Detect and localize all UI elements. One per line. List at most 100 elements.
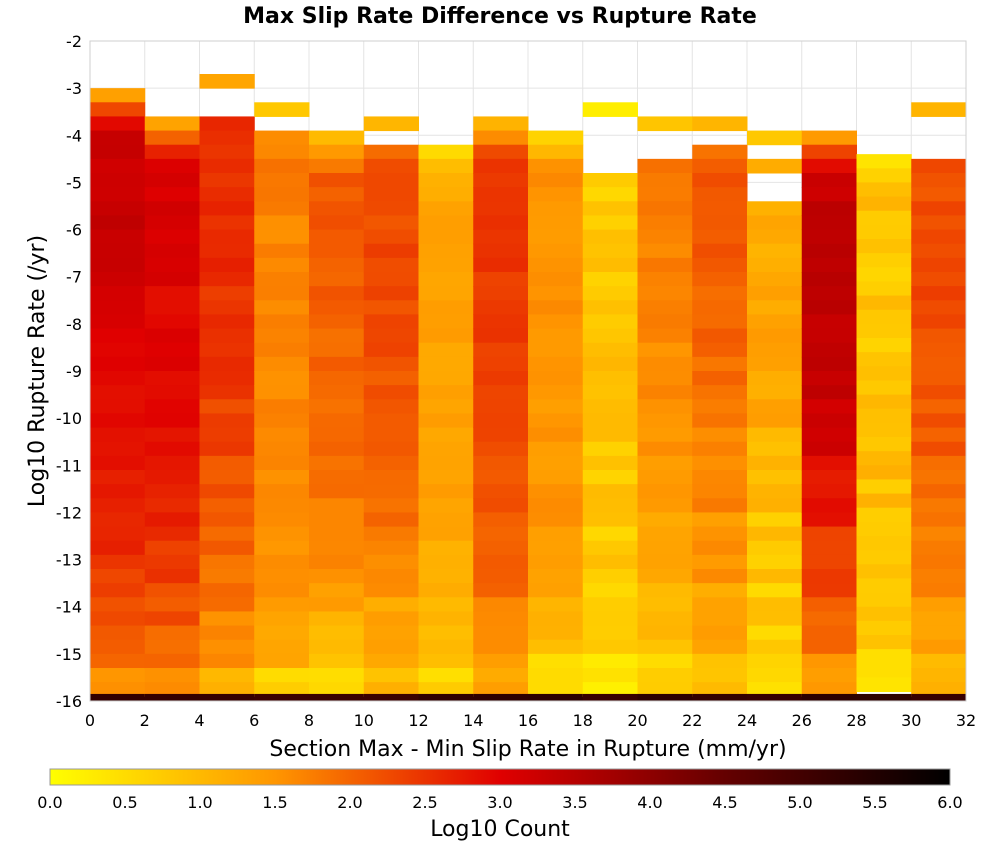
colorbar-tick-label: 0.5 xyxy=(112,793,137,812)
heatmap-cell xyxy=(363,597,419,612)
heatmap-cell xyxy=(254,470,310,485)
heatmap-cell xyxy=(747,158,803,174)
heatmap-cell xyxy=(90,356,146,372)
y-tick-label: -9 xyxy=(66,362,82,381)
heatmap-cell xyxy=(418,526,474,542)
heatmap-cell xyxy=(473,682,529,697)
heatmap-cell xyxy=(199,399,255,414)
heatmap-cell xyxy=(528,272,584,287)
heatmap-cell xyxy=(473,257,529,273)
heatmap-cell xyxy=(90,144,146,160)
y-tick-label: -16 xyxy=(56,692,82,711)
heatmap-cell xyxy=(582,371,638,386)
heatmap-cell xyxy=(582,286,638,301)
heatmap-cell xyxy=(801,286,857,301)
heatmap-cell xyxy=(418,668,474,683)
x-tick-label: 26 xyxy=(792,711,812,730)
heatmap-cell xyxy=(199,229,255,245)
heatmap-cell xyxy=(528,314,584,330)
heatmap-cell xyxy=(911,201,967,216)
heatmap-cell xyxy=(254,526,310,542)
heatmap-cell xyxy=(637,300,693,315)
heatmap-cell xyxy=(254,569,310,584)
heatmap-cell xyxy=(254,668,310,683)
heatmap-cell xyxy=(637,272,693,287)
heatmap-cell xyxy=(528,342,584,358)
heatmap-cell xyxy=(692,427,748,443)
heatmap-cell xyxy=(418,583,474,598)
heatmap-cell xyxy=(637,427,693,443)
heatmap-cell xyxy=(309,611,365,627)
heatmap-cell xyxy=(418,399,474,414)
heatmap-cell xyxy=(801,484,857,499)
heatmap-cell xyxy=(747,300,803,315)
heatmap-cell xyxy=(254,597,310,612)
heatmap-cell xyxy=(692,583,748,598)
heatmap-cell xyxy=(528,371,584,386)
heatmap-cell xyxy=(254,272,310,287)
heatmap-cell xyxy=(582,399,638,414)
heatmap-cell xyxy=(418,342,474,358)
heatmap-cell xyxy=(418,229,474,245)
heatmap-cell xyxy=(473,653,529,669)
heatmap-cell xyxy=(856,521,912,537)
heatmap-cell xyxy=(309,554,365,570)
heatmap-cell xyxy=(144,229,200,245)
heatmap-cell xyxy=(363,668,419,683)
heatmap-cell xyxy=(473,470,529,485)
heatmap-cell xyxy=(418,385,474,400)
heatmap-cell xyxy=(911,427,967,443)
heatmap-cell xyxy=(199,512,255,528)
heatmap-cell xyxy=(363,611,419,627)
heatmap-cell xyxy=(90,187,146,202)
heatmap-cell xyxy=(144,399,200,414)
x-tick-label: 4 xyxy=(194,711,204,730)
heatmap-cell xyxy=(801,385,857,400)
heatmap-cell xyxy=(911,639,967,655)
heatmap-cell xyxy=(801,569,857,584)
heatmap-cell xyxy=(144,272,200,287)
heatmap-cell xyxy=(747,399,803,414)
heatmap-cell xyxy=(363,371,419,386)
heatmap-cell xyxy=(199,356,255,372)
heatmap-cell xyxy=(801,130,857,146)
heatmap-cell xyxy=(692,569,748,584)
heatmap-cell xyxy=(692,243,748,259)
heatmap-cell xyxy=(692,512,748,528)
colorbar-tick-label: 0.0 xyxy=(37,793,62,812)
heatmap-cell xyxy=(747,130,803,146)
heatmap-cell xyxy=(582,540,638,556)
heatmap-cell xyxy=(309,583,365,598)
heatmap-cell xyxy=(90,116,146,132)
heatmap-cell xyxy=(911,385,967,400)
heatmap-cell xyxy=(144,413,200,429)
heatmap-cell xyxy=(90,668,146,683)
heatmap-cell xyxy=(144,484,200,499)
heatmap-cell xyxy=(856,465,912,480)
colorbar-tick-label: 4.0 xyxy=(637,793,662,812)
heatmap-cell xyxy=(582,668,638,683)
heatmap-cell xyxy=(801,597,857,612)
heatmap-cell xyxy=(911,611,967,627)
heatmap-cell xyxy=(144,130,200,146)
heatmap-cell xyxy=(144,300,200,315)
heatmap-cell xyxy=(418,427,474,443)
x-tick-label: 12 xyxy=(408,711,428,730)
heatmap-cell xyxy=(582,314,638,330)
heatmap-cell xyxy=(363,498,419,513)
heatmap-cell-bottom xyxy=(582,693,638,701)
heatmap-cell xyxy=(528,611,584,627)
heatmap-cell xyxy=(637,583,693,598)
heatmap-cell xyxy=(911,243,967,259)
heatmap-cell-bottom xyxy=(254,693,310,701)
heatmap-cell xyxy=(90,173,146,188)
colorbar-tick-label: 3.0 xyxy=(487,793,512,812)
heatmap-cell xyxy=(747,639,803,655)
heatmap-cell xyxy=(90,88,146,103)
x-tick-label: 0 xyxy=(85,711,95,730)
heatmap-cell xyxy=(473,300,529,315)
heatmap-cell xyxy=(856,550,912,565)
y-tick-label: -7 xyxy=(66,268,82,287)
heatmap-cell xyxy=(418,286,474,301)
heatmap-cell xyxy=(363,484,419,499)
